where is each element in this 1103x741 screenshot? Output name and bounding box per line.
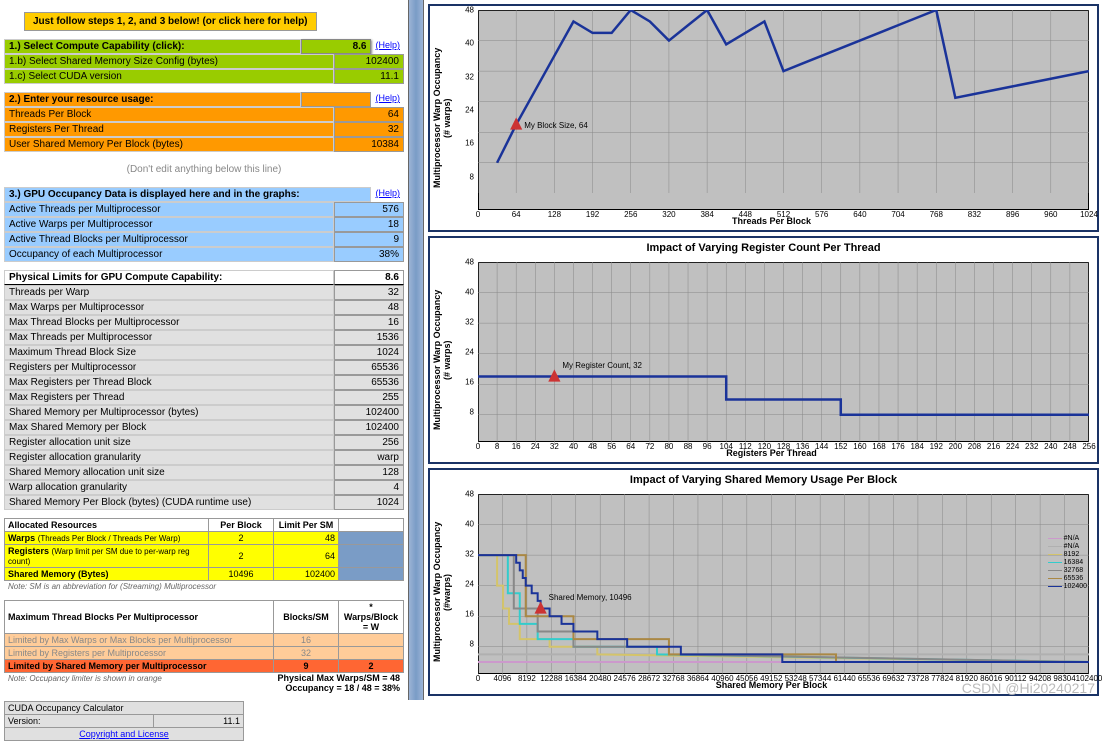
row-label: Registers per Multiprocessor	[4, 360, 334, 375]
license-link[interactable]: Copyright and License	[79, 729, 169, 739]
row-value: 38%	[334, 247, 404, 262]
footer-table: CUDA Occupancy Calculator Version:11.1 C…	[4, 701, 244, 741]
row-label: Shared Memory Per Block (bytes) (CUDA ru…	[4, 495, 334, 510]
row-label: 1.c) Select CUDA version	[4, 69, 334, 84]
row-value[interactable]: 64	[334, 107, 404, 122]
row-value: 65536	[334, 360, 404, 375]
row-label: Max Thread Blocks per Multiprocessor	[4, 315, 334, 330]
row-label: Register allocation granularity	[4, 450, 334, 465]
row-label: Registers Per Thread	[4, 122, 334, 137]
row-label: Warp allocation granularity	[4, 480, 334, 495]
maxblocks-table: Maximum Thread Blocks Per Multiprocessor…	[4, 600, 404, 673]
help-banner[interactable]: Just follow steps 1, 2, and 3 below! (or…	[24, 12, 317, 31]
step1-cc[interactable]: 8.6	[301, 39, 371, 54]
row-value: 255	[334, 390, 404, 405]
row-value: 576	[334, 202, 404, 217]
legend: #N/A#N/A8192163843276865536102400	[1048, 534, 1087, 591]
row-label: 1.b) Select Shared Memory Size Config (b…	[4, 54, 334, 69]
help-link-3[interactable]: (Help)	[375, 188, 400, 198]
chart1: Multiprocessor Warp Occupancy(# warps)81…	[428, 4, 1099, 232]
row-value[interactable]: 32	[334, 122, 404, 137]
row-label: Active Warps per Multiprocessor	[4, 217, 334, 232]
row-label: Max Warps per Multiprocessor	[4, 300, 334, 315]
row-label: User Shared Memory Per Block (bytes)	[4, 137, 334, 152]
row-value: 1024	[334, 345, 404, 360]
row-label: Max Registers per Thread Block	[4, 375, 334, 390]
step2-header: 2.) Enter your resource usage:	[4, 92, 301, 107]
row-value: 4	[334, 480, 404, 495]
right-panel: Multiprocessor Warp Occupancy(# warps)81…	[424, 0, 1103, 700]
row-label: Maximum Thread Block Size	[4, 345, 334, 360]
row-value: warp	[334, 450, 404, 465]
row-label: Active Thread Blocks per Multiprocessor	[4, 232, 334, 247]
row-label: Max Threads per Multiprocessor	[4, 330, 334, 345]
row-value: 102400	[334, 405, 404, 420]
row-value: 1024	[334, 495, 404, 510]
row-label: Threads per Warp	[4, 285, 334, 300]
help-link-1[interactable]: (Help)	[375, 40, 400, 50]
row-label: Max Registers per Thread	[4, 390, 334, 405]
step1-header: 1.) Select Compute Capability (click):	[4, 39, 301, 54]
row-value: 256	[334, 435, 404, 450]
row-label: Threads Per Block	[4, 107, 334, 122]
help-link-2[interactable]: (Help)	[375, 93, 400, 103]
row-value: 18	[334, 217, 404, 232]
row-label: Max Shared Memory per Block	[4, 420, 334, 435]
row-value[interactable]: 11.1	[334, 69, 404, 84]
row-value[interactable]: 10384	[334, 137, 404, 152]
splitter[interactable]	[408, 0, 424, 700]
row-value: 1536	[334, 330, 404, 345]
row-value: 102400	[334, 420, 404, 435]
chart3: Impact of Varying Shared Memory Usage Pe…	[428, 468, 1099, 696]
row-label: Shared Memory per Multiprocessor (bytes)	[4, 405, 334, 420]
left-panel: Just follow steps 1, 2, and 3 below! (or…	[0, 0, 408, 700]
row-label: Active Threads per Multiprocessor	[4, 202, 334, 217]
row-label: Occupancy of each Multiprocessor	[4, 247, 334, 262]
row-value[interactable]: 102400	[334, 54, 404, 69]
limits-header: Physical Limits for GPU Compute Capabili…	[4, 270, 334, 285]
row-value: 128	[334, 465, 404, 480]
row-value: 16	[334, 315, 404, 330]
alloc-table: Allocated ResourcesPer BlockLimit Per SM…	[4, 518, 404, 581]
chart2: Impact of Varying Register Count Per Thr…	[428, 236, 1099, 464]
row-value: 32	[334, 285, 404, 300]
row-label: Shared Memory allocation unit size	[4, 465, 334, 480]
row-value: 65536	[334, 375, 404, 390]
step3-header: 3.) GPU Occupancy Data is displayed here…	[4, 187, 371, 202]
row-label: Register allocation unit size	[4, 435, 334, 450]
noedit-note: (Don't edit anything below this line)	[4, 160, 404, 179]
row-value: 9	[334, 232, 404, 247]
row-value: 48	[334, 300, 404, 315]
